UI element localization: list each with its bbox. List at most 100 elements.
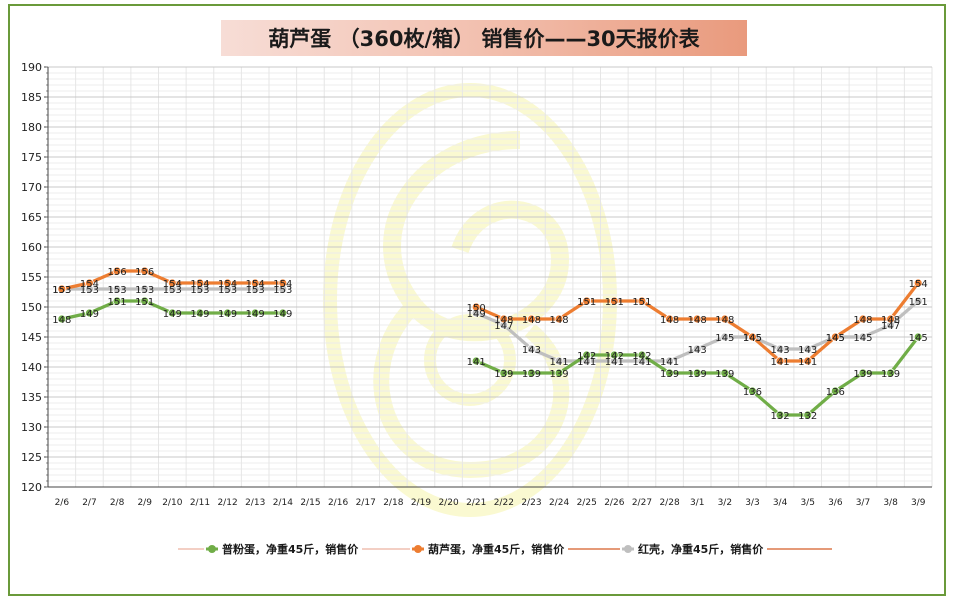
x-tick-label: 2/28 [659,498,679,508]
grid [47,66,933,488]
data-label: 148 [688,315,707,326]
x-tick-label: 2/18 [383,498,403,508]
y-tick-label: 150 [21,301,42,314]
data-label: 153 [80,285,99,296]
data-point [886,368,895,378]
data-point [471,302,481,312]
data-point [609,350,619,360]
legend: 普粉蛋，净重45斤，销售价 葫芦蛋，净重45斤，销售价 红壳，净重45斤，销售价 [178,541,832,557]
data-point [278,278,288,288]
data-label: 141 [798,357,817,368]
data-label: 156 [135,267,154,278]
y-tick-label: 190 [21,61,42,74]
data-label: 145 [853,333,872,344]
data-point [527,344,536,354]
watermark-logo [323,83,617,517]
data-point [582,350,592,360]
data-label: 154 [190,279,209,290]
data-point [250,308,260,318]
x-tick-label: 2/27 [632,498,652,508]
data-point [85,278,94,288]
data-point [720,368,730,378]
legend-item-bg [204,541,362,557]
series-group [57,266,923,420]
x-tick-label: 2/22 [494,498,514,508]
x-tick-label: 2/17 [356,498,376,508]
data-label: 149 [80,309,99,320]
x-tick-label: 2/7 [82,498,96,508]
data-point [775,410,785,420]
data-point [858,368,868,378]
data-label: 149 [190,309,209,320]
data-point [140,284,150,294]
legend-swatch-marker [624,545,632,553]
data-point [665,356,674,366]
data-label: 148 [522,315,541,326]
data-point [913,332,923,342]
data-label: 148 [853,315,872,326]
x-tick-label: 2/14 [273,498,293,508]
data-point [471,356,481,366]
data-point [527,368,536,378]
data-point [748,386,757,396]
data-point [85,308,94,318]
x-tick-label: 3/3 [745,498,759,508]
data-point [803,356,813,366]
data-label: 139 [853,369,872,380]
data-point [830,386,840,396]
x-tick-label: 3/1 [690,498,704,508]
data-label: 139 [660,369,679,380]
data-point [582,296,592,306]
x-tick-label: 2/11 [190,498,210,508]
data-label: 145 [909,333,928,344]
x-tick-label: 2/8 [110,498,125,508]
data-point [720,314,730,324]
x-tick-label: 2/26 [604,498,624,508]
data-point [527,314,536,324]
data-point [609,296,619,306]
data-label: 136 [743,387,762,398]
y-tick-label: 145 [21,331,42,344]
data-label: 148 [715,315,734,326]
data-label: 143 [771,345,790,356]
data-label: 153 [190,285,209,296]
data-label: 142 [632,351,651,362]
data-label: 139 [494,369,513,380]
x-tick-label: 3/5 [800,498,814,508]
y-tick-label: 125 [21,451,42,464]
data-point [913,278,923,288]
data-point [112,296,122,306]
data-label: 139 [522,369,541,380]
y-tick-label: 175 [21,151,42,164]
data-point [775,356,785,366]
data-point [223,308,232,318]
data-point [554,314,564,324]
data-point [167,308,177,318]
legend-swatch-marker [208,545,216,553]
data-point [195,308,205,318]
x-tick-label: 2/19 [411,498,431,508]
data-label: 156 [108,267,127,278]
data-point [858,314,868,324]
data-label: 139 [550,369,569,380]
data-label: 153 [52,285,71,296]
data-point [886,314,895,324]
data-label: 148 [660,315,679,326]
data-label: 153 [135,285,154,296]
data-label: 150 [467,303,486,314]
x-tick-label: 2/16 [328,498,348,508]
data-label: 142 [577,351,596,362]
data-label: 136 [826,387,845,398]
data-label: 153 [218,285,237,296]
data-label: 143 [522,345,541,356]
data-point [195,278,205,288]
y-tick-label: 160 [21,241,42,254]
x-tick-label: 2/21 [466,498,486,508]
data-label: 153 [52,285,71,296]
data-point [803,410,813,420]
data-label: 148 [52,315,71,326]
x-tick-label: 2/13 [245,498,265,508]
data-point [278,308,288,318]
data-point [748,332,757,342]
